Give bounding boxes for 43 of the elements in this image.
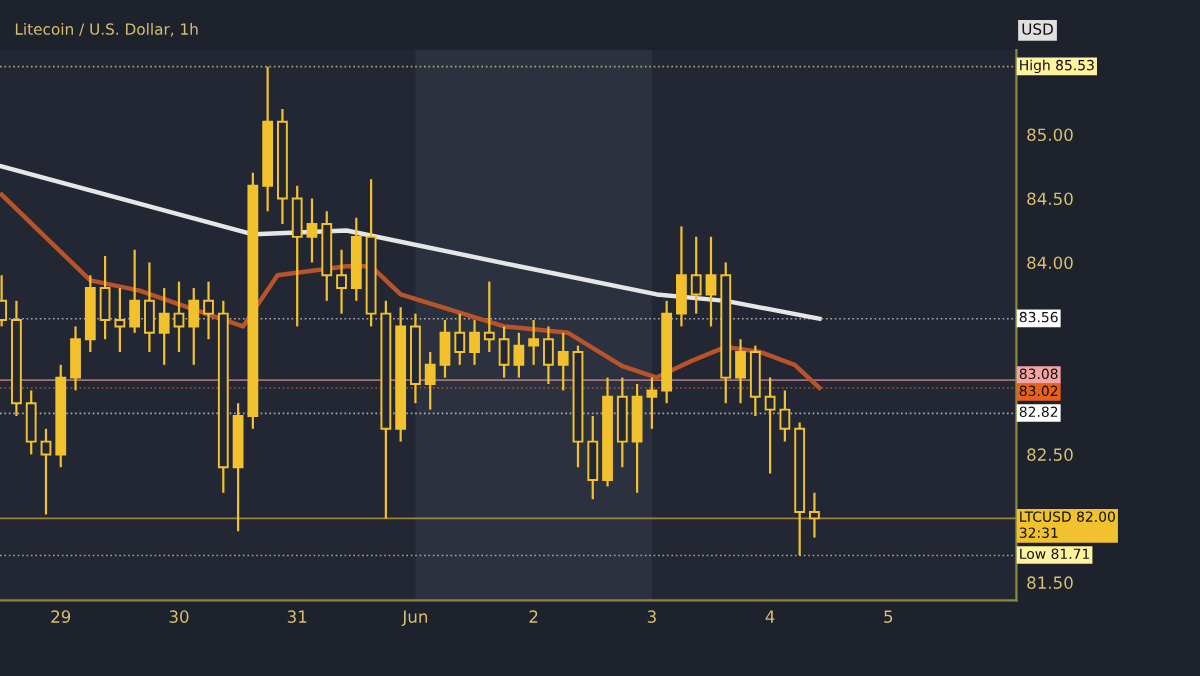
candlestick [424,350,436,411]
y-tick-label: 85.00 [1027,128,1073,142]
candlestick [528,318,540,366]
y-tick-label: 82.50 [1027,448,1073,461]
candlestick [306,197,318,264]
x-tick-label: 4 [765,610,775,623]
x-tick-label: 31 [287,610,307,623]
candlestick [690,235,702,315]
candlestick [173,280,185,354]
candlestick [749,344,761,418]
candlestick [439,318,451,379]
x-tick-label: 5 [884,610,893,623]
x-tick-label: 30 [169,610,189,623]
candlestick [735,338,746,405]
candlestick [40,427,52,516]
candlestick [188,286,200,366]
candlestick [70,325,81,392]
x-tick-label: 3 [647,610,656,623]
candlestick [99,254,111,341]
y-tick-label: 84.50 [1027,192,1073,206]
candlestick [144,261,155,354]
candlestick [25,389,37,456]
candlestick [587,414,599,501]
candlestick [203,280,214,341]
candlestick [557,331,569,392]
candlestick [809,491,820,539]
candlestick [705,235,717,328]
candlestick [129,248,141,334]
candlestick [616,376,628,469]
candlestick [483,280,495,354]
candlestick [336,248,347,315]
x-tick-label: 2 [529,610,538,623]
candlestick [469,318,480,366]
candlestick [158,286,170,366]
y-tick-label: 84.00 [1027,256,1073,270]
candlestick [454,312,466,366]
x-tick-label: Jun [401,610,428,627]
candlestick [676,225,687,328]
y-tick-label: 81.50 [1027,576,1073,589]
candlestick [291,184,303,328]
candlestick [114,286,126,354]
x-tick-label: 29 [51,610,71,623]
candlestick [543,325,554,386]
